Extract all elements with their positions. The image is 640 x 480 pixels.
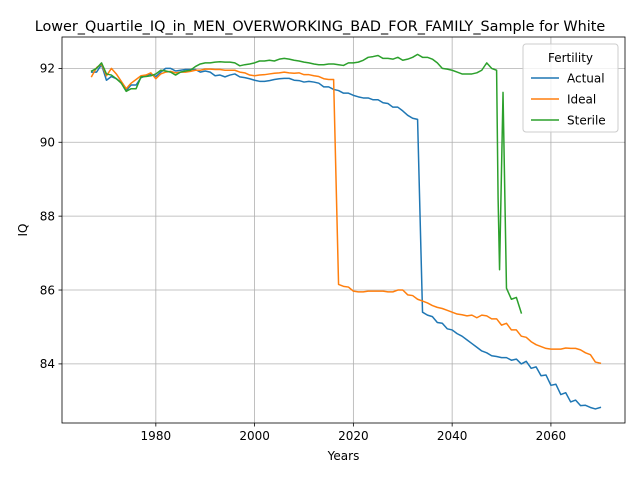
x-tick-label: 2060 bbox=[536, 429, 567, 443]
legend-label-ideal: Ideal bbox=[567, 92, 596, 106]
y-axis-label: IQ bbox=[16, 224, 30, 237]
y-tick-label: 86 bbox=[40, 283, 55, 297]
x-axis-label: Years bbox=[327, 449, 360, 463]
x-tick-label: 2020 bbox=[338, 429, 369, 443]
axis-ticks: 1980 2000 2020 2040 2060 84 86 88 90 92 bbox=[40, 62, 566, 443]
legend-box bbox=[522, 43, 619, 133]
y-tick-label: 84 bbox=[40, 357, 55, 371]
y-tick-label: 92 bbox=[40, 62, 55, 76]
y-tick-label: 88 bbox=[40, 209, 55, 223]
legend: Fertility Actual Ideal Sterile bbox=[522, 43, 619, 133]
y-tick-label: 90 bbox=[40, 136, 55, 150]
legend-label-sterile: Sterile bbox=[567, 113, 606, 127]
legend-title: Fertility bbox=[548, 51, 593, 65]
x-tick-label: 2040 bbox=[437, 429, 468, 443]
series-line-sterile bbox=[90, 53, 523, 314]
legend-label-actual: Actual bbox=[567, 71, 605, 85]
x-tick-label: 2000 bbox=[239, 429, 270, 443]
x-tick-label: 1980 bbox=[141, 429, 172, 443]
series-line-actual bbox=[90, 63, 602, 410]
plot-frame bbox=[61, 36, 626, 424]
series-lines bbox=[90, 53, 602, 410]
series-line-ideal bbox=[90, 63, 602, 365]
chart-title: Lower_Quartile_IQ_in_MEN_OVERWORKING_BAD… bbox=[35, 19, 606, 35]
